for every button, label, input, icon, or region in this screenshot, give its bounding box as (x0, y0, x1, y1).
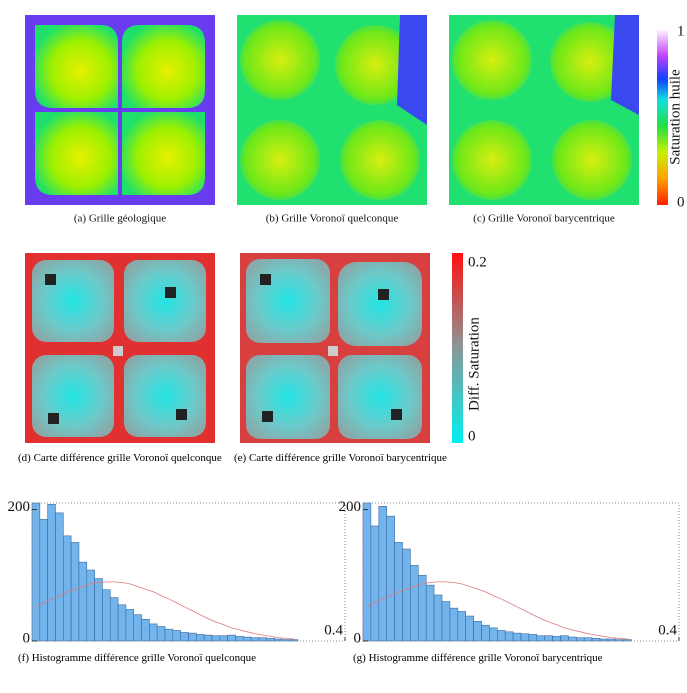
bar (282, 639, 291, 642)
bar (457, 611, 466, 642)
bar (489, 627, 498, 642)
bar (94, 578, 103, 642)
bar (425, 584, 435, 642)
bar (235, 636, 244, 642)
bar (156, 626, 166, 642)
caption: (f) Histogramme différence grille Vorono… (18, 652, 256, 664)
bar (536, 635, 545, 642)
bar (203, 634, 213, 642)
colorbar-tick: 0 (677, 194, 685, 210)
caption: (g) Histogramme différence grille Vorono… (353, 652, 603, 664)
colorbar (657, 30, 668, 205)
fit-curve (35, 581, 295, 640)
bar (386, 515, 395, 642)
caption-box: (e) Carte différence grille Voronoï bary… (234, 452, 447, 464)
bar (378, 505, 387, 642)
caption: (a) Grille géologique (74, 213, 166, 225)
bar (62, 535, 72, 642)
caption-box: (g) Histogramme différence grille Vorono… (353, 652, 603, 664)
bar (78, 561, 88, 642)
fit-curve (366, 581, 628, 640)
colorbar-tick: 1 (677, 23, 685, 39)
bar (117, 604, 127, 642)
colorbar-tick: 0 (468, 428, 476, 444)
bar (55, 512, 64, 642)
bar (219, 635, 228, 642)
y-tick-label: 0 (354, 630, 362, 646)
colorbar (452, 253, 463, 443)
bar (47, 504, 56, 642)
bar (125, 609, 135, 642)
x-tick-label: 0.4 (658, 622, 677, 638)
bar (544, 635, 553, 642)
caption: (e) Carte différence grille Voronoï bary… (234, 452, 447, 464)
map-d (25, 253, 215, 443)
bar (552, 636, 561, 642)
plot-frame (31, 502, 346, 642)
bar (410, 565, 419, 642)
bar (362, 502, 372, 642)
bar (258, 637, 268, 642)
bar (481, 624, 490, 642)
plot-frame (362, 502, 680, 642)
bar (196, 634, 205, 642)
y-tick-label: 200 (339, 499, 362, 515)
bar (512, 632, 522, 642)
bar (449, 607, 459, 642)
bar (274, 638, 283, 642)
caption-box: (d) Carte différence grille Voronoï quel… (18, 452, 222, 464)
bar (496, 630, 506, 642)
bar (528, 634, 538, 642)
caption: (c) Grille Voronoï barycentrique (473, 213, 615, 225)
bar (39, 519, 48, 642)
bar (149, 623, 158, 642)
bar (520, 633, 530, 642)
map-a (25, 15, 215, 205)
colorbar-label: Saturation huile (667, 69, 683, 165)
bar (402, 548, 411, 642)
bar (242, 636, 252, 642)
x-tick-label: 0.4 (324, 622, 343, 638)
bar (473, 620, 482, 642)
bar (70, 542, 80, 642)
caption: (d) Carte différence grille Voronoï quel… (18, 452, 222, 464)
bar (583, 637, 593, 642)
bar (465, 615, 474, 642)
bar (141, 619, 150, 642)
bar (109, 597, 119, 642)
bar (133, 614, 142, 642)
bar (102, 589, 111, 642)
bar (441, 601, 451, 642)
bar (188, 632, 197, 642)
bar (180, 632, 189, 642)
bar (227, 634, 236, 642)
bar (607, 638, 617, 642)
y-tick-label: 200 (8, 499, 31, 515)
bar (86, 569, 95, 642)
bar (172, 630, 181, 642)
bar (504, 631, 514, 642)
colorbar-label: Diff. Saturation (466, 317, 482, 411)
map-b (237, 15, 427, 205)
bar (370, 525, 380, 642)
y-tick-label: 0 (23, 630, 31, 646)
bar (568, 636, 577, 642)
bar (31, 502, 41, 642)
caption: (b) Grille Voronoï quelconque (266, 213, 399, 225)
colorbar-tick: 0.2 (468, 254, 487, 270)
map-c (449, 15, 639, 205)
bar (623, 639, 632, 642)
bar (433, 594, 443, 642)
map-e (240, 253, 430, 443)
caption-box: (f) Histogramme différence grille Vorono… (18, 652, 256, 664)
bar (560, 635, 569, 642)
bar (164, 628, 174, 642)
bar (211, 635, 221, 642)
